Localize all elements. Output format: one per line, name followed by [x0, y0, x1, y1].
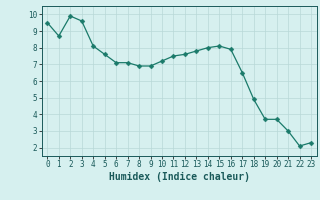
X-axis label: Humidex (Indice chaleur): Humidex (Indice chaleur) — [109, 172, 250, 182]
